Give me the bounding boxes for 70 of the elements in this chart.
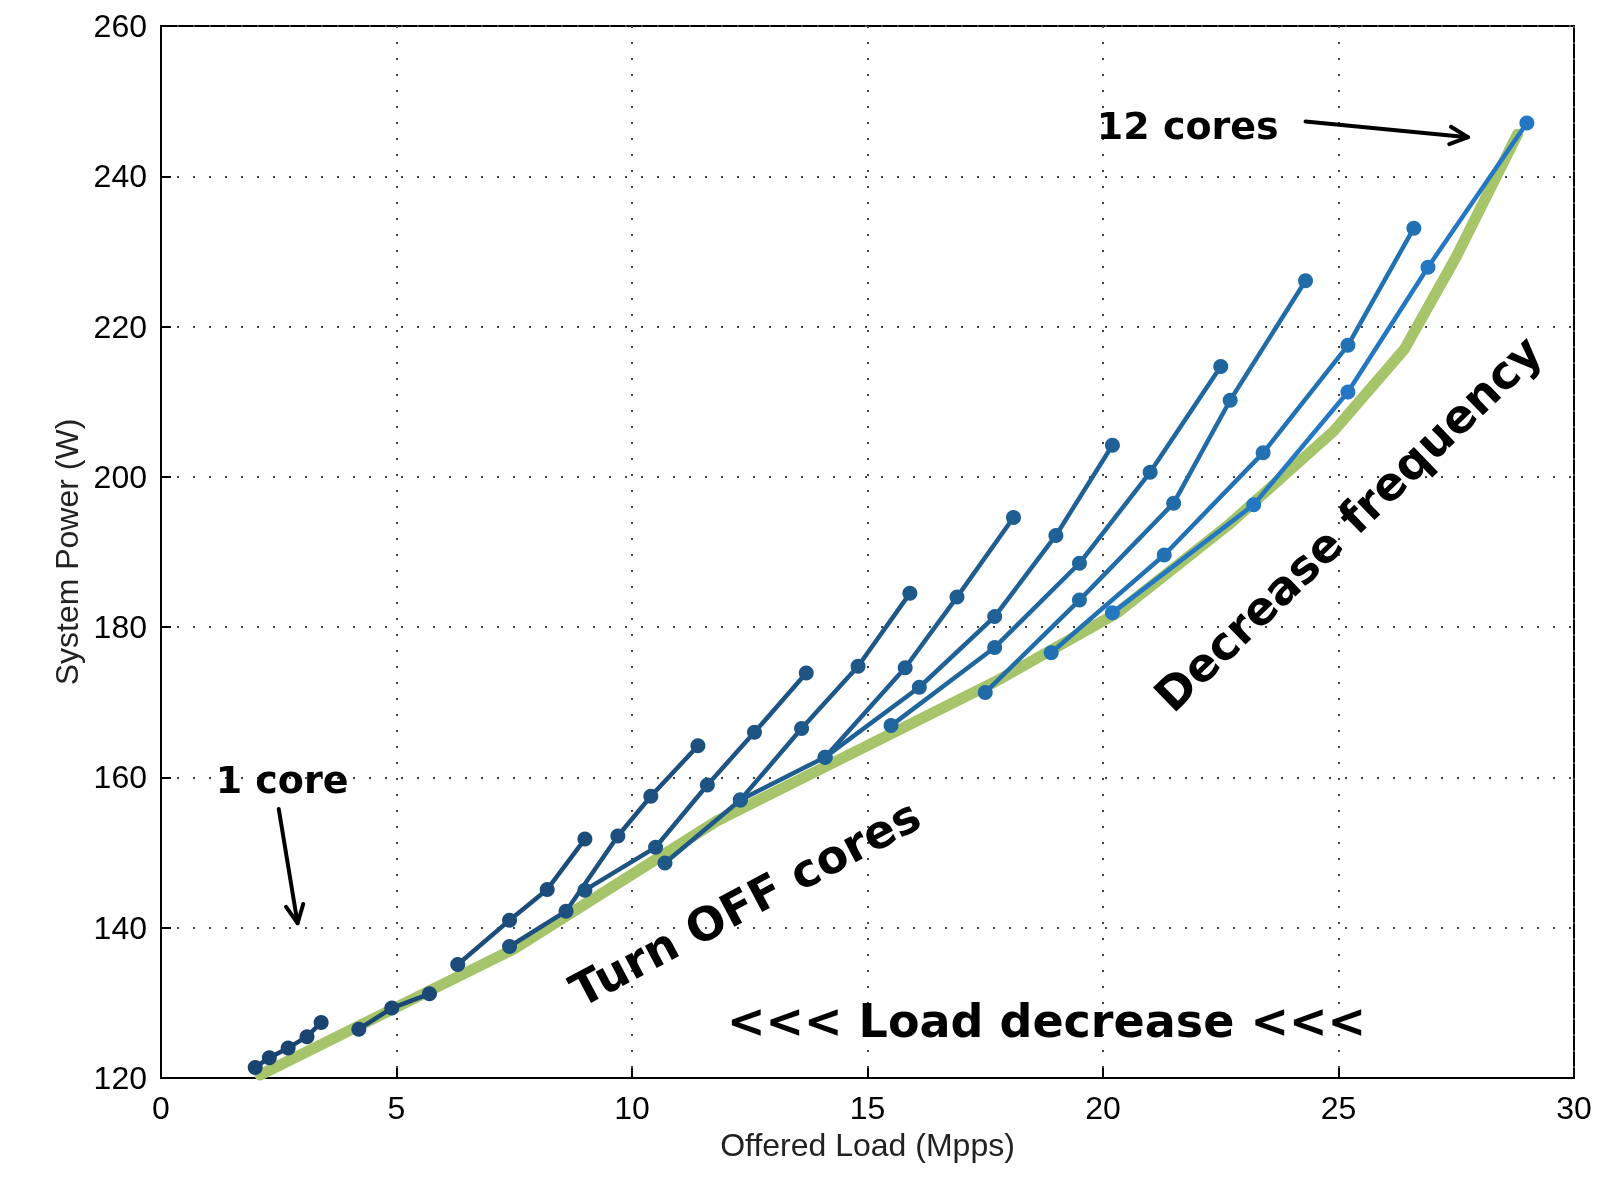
point <box>313 1014 329 1030</box>
point <box>1246 497 1262 513</box>
point <box>1222 392 1238 408</box>
point <box>699 777 715 793</box>
point <box>247 1059 263 1075</box>
point <box>648 839 664 855</box>
point <box>1213 358 1229 374</box>
point <box>502 912 518 928</box>
point <box>1071 592 1087 608</box>
point <box>558 903 574 919</box>
point <box>911 679 927 695</box>
point <box>1104 605 1120 621</box>
point <box>421 986 437 1002</box>
annotation: 12 cores <box>1096 103 1279 148</box>
y-axis-title: System Power (W) <box>48 418 85 686</box>
point <box>1166 495 1182 511</box>
point <box>1142 464 1158 480</box>
point <box>987 609 1003 625</box>
point <box>351 1021 367 1037</box>
point <box>987 639 1003 655</box>
point <box>902 585 918 601</box>
point <box>1104 437 1120 453</box>
x-tick-label: 0 <box>152 1090 170 1126</box>
y-tick-label: 200 <box>93 458 147 495</box>
annotation: <<< Load decrease <<< <box>726 993 1367 1048</box>
point <box>949 589 965 605</box>
x-tick-label: 10 <box>614 1090 650 1126</box>
point <box>897 660 913 676</box>
point <box>577 831 593 847</box>
point <box>280 1040 296 1056</box>
y-tick-label: 180 <box>93 609 147 646</box>
point <box>1071 555 1087 571</box>
point <box>261 1050 277 1066</box>
point <box>643 788 659 804</box>
x-tick-label: 30 <box>1556 1090 1592 1126</box>
point <box>502 939 518 954</box>
y-tick-label: 260 <box>93 8 147 44</box>
point <box>1255 445 1271 461</box>
point <box>539 881 555 897</box>
point <box>883 718 899 734</box>
point <box>1006 509 1022 525</box>
point <box>1043 645 1059 661</box>
point <box>384 1000 400 1016</box>
point <box>450 957 466 973</box>
point <box>299 1029 315 1045</box>
point <box>794 721 810 737</box>
point <box>1420 259 1436 275</box>
point <box>746 724 762 740</box>
point <box>657 855 673 871</box>
point <box>798 665 814 681</box>
point <box>1048 527 1064 543</box>
point <box>977 685 993 701</box>
point <box>1298 273 1314 289</box>
x-tick-label: 20 <box>1085 1090 1121 1126</box>
point <box>690 738 706 754</box>
point <box>577 882 593 898</box>
y-tick-label: 220 <box>93 308 147 345</box>
point <box>850 658 866 674</box>
y-tick-label: 240 <box>93 158 147 195</box>
x-tick-label: 15 <box>849 1090 886 1126</box>
x-tick-label: 25 <box>1320 1090 1357 1126</box>
y-tick-label: 140 <box>93 909 147 946</box>
point <box>610 828 626 844</box>
y-tick-label: 160 <box>93 759 147 796</box>
y-tick-label: 120 <box>93 1060 147 1096</box>
annotation: 1 core <box>215 757 349 802</box>
point <box>1406 220 1422 236</box>
point <box>1519 115 1535 131</box>
x-axis-title: Offered Load (Mpps) <box>720 1126 1015 1163</box>
x-tick-label: 5 <box>387 1090 406 1126</box>
